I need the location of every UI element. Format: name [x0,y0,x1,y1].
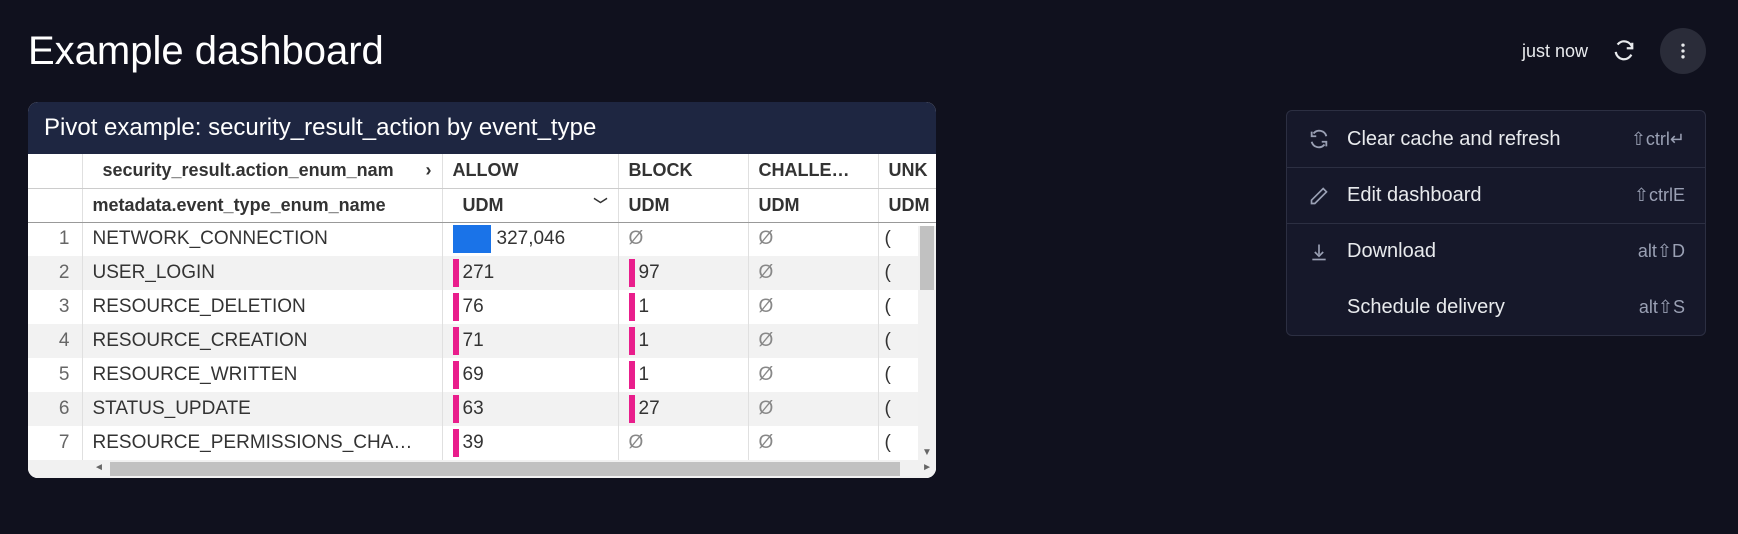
row-number: 2 [28,256,82,290]
chevron-down-icon: ﹀ [594,195,608,215]
row-number: 1 [28,222,82,256]
allow-cell: 63 [442,392,618,426]
challenge-cell: Ø [748,256,878,290]
allow-cell: 39 [442,426,618,460]
table-row[interactable]: 2USER_LOGIN27197Ø( [28,256,936,290]
pencil-icon [1307,184,1331,208]
challenge-cell: Ø [748,290,878,324]
menu-item-shortcut: ⇧ctrlE [1634,185,1685,206]
menu-item-label: Download [1347,240,1622,263]
table-row[interactable]: 5RESOURCE_WRITTEN691Ø( [28,358,936,392]
table-row[interactable]: 4RESOURCE_CREATION711Ø( [28,324,936,358]
refresh-icon [1613,40,1635,62]
col-allow-header[interactable]: ALLOW [442,154,618,188]
scroll-down-arrow-icon: ▼ [922,447,932,458]
scrollbar-thumb-h[interactable] [110,462,900,476]
block-cell: 1 [618,358,748,392]
scrollbar-thumb[interactable] [920,226,934,290]
event-type-cell: STATUS_UPDATE [82,392,442,426]
scroll-right-arrow-icon: ► [922,462,932,473]
table-row[interactable]: 6STATUS_UPDATE6327Ø( [28,392,936,426]
menu-item-shortcut: ⇧ctrl↵ [1631,129,1685,150]
allow-cell: 69 [442,358,618,392]
block-cell: 1 [618,324,748,358]
dim1-header[interactable]: security_result.action_enum_nam › [82,154,442,188]
pivot-table-container: security_result.action_enum_nam › ALLOW … [28,154,936,478]
challenge-cell: Ø [748,392,878,426]
block-cell: Ø [618,222,748,256]
row-number: 5 [28,358,82,392]
col-allow-sub[interactable]: UDM ﹀ [442,188,618,222]
last-refresh-timestamp: just now [1522,41,1588,62]
event-type-cell: RESOURCE_PERMISSIONS_CHA… [82,426,442,460]
col-block-header[interactable]: BLOCK [618,154,748,188]
pivot-table: security_result.action_enum_nam › ALLOW … [28,154,936,460]
scroll-left-arrow-icon: ◄ [94,462,104,473]
page-title: Example dashboard [28,29,384,74]
refresh-sync-icon [1307,127,1331,151]
block-cell: Ø [618,426,748,460]
menu-item-shortcut: alt⇧D [1638,241,1685,262]
download-icon [1307,240,1331,264]
allow-cell: 271 [442,256,618,290]
header-actions: just now [1522,28,1706,74]
event-type-cell: RESOURCE_CREATION [82,324,442,358]
more-menu-button[interactable] [1660,28,1706,74]
challenge-cell: Ø [748,426,878,460]
row-number: 6 [28,392,82,426]
menu-item-label: Clear cache and refresh [1347,128,1615,151]
chevron-right-icon: › [426,160,432,181]
allow-cell: 76 [442,290,618,324]
refresh-button[interactable] [1604,31,1644,71]
menu-edit-dashboard[interactable]: Edit dashboard ⇧ctrlE [1287,167,1705,223]
challenge-cell: Ø [748,222,878,256]
table-row[interactable]: 1NETWORK_CONNECTION327,046ØØ( [28,222,936,256]
menu-clear-cache-refresh[interactable]: Clear cache and refresh ⇧ctrl↵ [1287,111,1705,167]
menu-item-shortcut: alt⇧S [1639,297,1685,318]
event-type-cell: RESOURCE_DELETION [82,290,442,324]
block-cell: 97 [618,256,748,290]
block-cell: 27 [618,392,748,426]
menu-item-label: Schedule delivery [1347,296,1623,319]
event-type-cell: RESOURCE_WRITTEN [82,358,442,392]
allow-cell: 71 [442,324,618,358]
dashboard-header: Example dashboard just now [0,0,1738,74]
vertical-scrollbar[interactable]: ▼ [918,226,936,460]
challenge-cell: Ø [748,324,878,358]
dots-vertical-icon [1673,41,1693,61]
event-type-cell: USER_LOGIN [82,256,442,290]
udm-label: UDM [463,195,504,216]
dim1-label: security_result.action_enum_nam [103,160,394,181]
menu-item-label: Edit dashboard [1347,184,1618,207]
menu-download[interactable]: Download alt⇧D [1287,223,1705,279]
panel-title: Pivot example: security_result_action by… [28,102,936,154]
menu-schedule-delivery[interactable]: Schedule delivery alt⇧S [1287,279,1705,335]
challenge-cell: Ø [748,358,878,392]
col-challenge-sub[interactable]: UDM [748,188,878,222]
row-number: 4 [28,324,82,358]
dim2-header[interactable]: metadata.event_type_enum_name [82,188,442,222]
col-unknown-sub[interactable]: UDM [878,188,936,222]
dashboard-menu: Clear cache and refresh ⇧ctrl↵ Edit dash… [1286,110,1706,336]
corner-cell-2 [28,188,82,222]
horizontal-scrollbar[interactable]: ◄ ► [28,460,936,478]
row-number: 3 [28,290,82,324]
table-row[interactable]: 7RESOURCE_PERMISSIONS_CHA…39ØØ( [28,426,936,460]
blank-icon [1307,295,1331,319]
table-row[interactable]: 3RESOURCE_DELETION761Ø( [28,290,936,324]
col-unknown-header[interactable]: UNK [878,154,936,188]
block-cell: 1 [618,290,748,324]
corner-cell [28,154,82,188]
pivot-panel: Pivot example: security_result_action by… [28,102,936,478]
row-number: 7 [28,426,82,460]
event-type-cell: NETWORK_CONNECTION [82,222,442,256]
col-block-sub[interactable]: UDM [618,188,748,222]
col-challenge-header[interactable]: CHALLE… [748,154,878,188]
allow-cell: 327,046 [442,222,618,256]
